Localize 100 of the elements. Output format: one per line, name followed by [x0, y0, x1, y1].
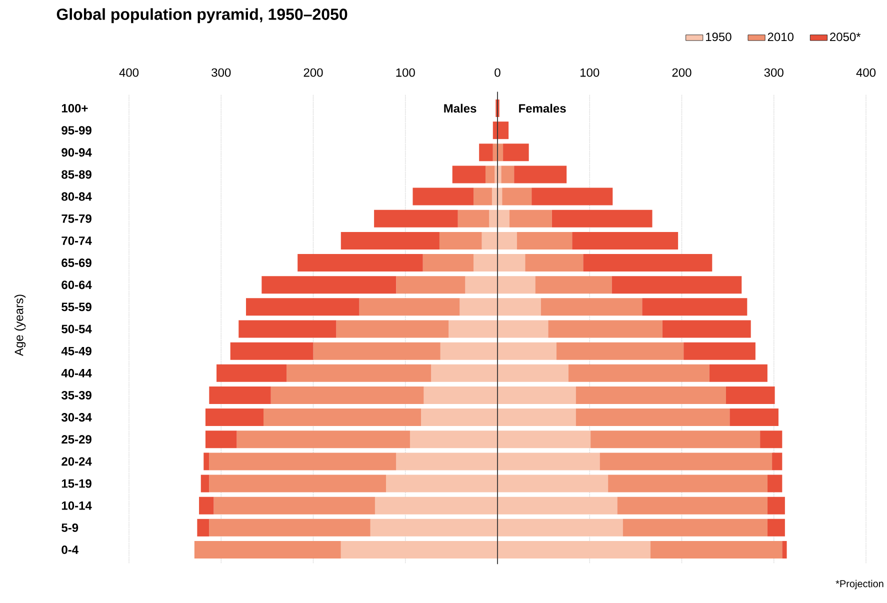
- bar: [264, 408, 422, 426]
- bar: [576, 386, 726, 404]
- bar: [642, 298, 748, 316]
- bar: [286, 364, 432, 382]
- annotation: Males: [444, 104, 476, 113]
- y-tick-label: 75-79: [62, 214, 92, 223]
- bar: [617, 496, 768, 514]
- bar: [214, 496, 375, 514]
- x-tick-label: 300: [764, 68, 784, 77]
- bar: [396, 276, 466, 294]
- bar: [452, 166, 486, 184]
- x-tick-label: 0: [494, 68, 500, 77]
- bar: [199, 496, 214, 514]
- y-tick-label: 20-24: [62, 457, 92, 466]
- bar: [502, 188, 532, 206]
- y-tick-label: 95-99: [62, 126, 92, 135]
- x-tick-label: 200: [672, 68, 692, 77]
- bar: [336, 320, 449, 338]
- y-tick-label: 40-44: [61, 368, 92, 378]
- bar: [767, 518, 785, 536]
- bar: [726, 386, 775, 404]
- bar: [576, 408, 730, 426]
- y-tick-label: 25-29: [62, 435, 92, 444]
- bar: [767, 474, 782, 492]
- y-tick-label: 55-59: [62, 302, 92, 312]
- y-tick-label: 50-54: [62, 324, 92, 334]
- bar: [767, 496, 785, 514]
- bar: [516, 232, 572, 250]
- bar: [525, 254, 584, 272]
- y-tick-label: 35-39: [61, 390, 92, 400]
- bar: [568, 364, 710, 382]
- bar: [209, 452, 396, 470]
- bar: [216, 364, 287, 382]
- bar: [230, 342, 314, 360]
- bar: [509, 210, 552, 228]
- bar: [540, 298, 642, 316]
- bar: [684, 342, 756, 360]
- bar: [552, 210, 652, 228]
- text: *Projection: [836, 580, 884, 590]
- bar: [374, 210, 458, 228]
- y-tick-label: 5-9: [62, 523, 78, 532]
- bar: [622, 518, 768, 536]
- bar: [340, 232, 440, 250]
- bar: [359, 298, 460, 316]
- bar: [200, 474, 210, 492]
- bar: [439, 232, 482, 250]
- y-tick-label: 10-14: [62, 501, 92, 510]
- legend-label: 2010: [768, 32, 794, 42]
- x-tick-label: 200: [304, 68, 323, 77]
- bar: [412, 188, 474, 206]
- y-tick-label: 30-34: [61, 413, 92, 422]
- x-tick-label: 300: [212, 68, 231, 77]
- bar: [205, 408, 264, 426]
- bar: [262, 276, 396, 294]
- bar: [238, 320, 336, 338]
- bar: [709, 364, 768, 382]
- bar: [236, 430, 410, 448]
- legend-label: 2050*: [830, 32, 861, 42]
- bar: [583, 254, 712, 272]
- bar: [501, 166, 514, 184]
- bar: [313, 342, 440, 360]
- y-tick-label: 65-69: [62, 258, 92, 268]
- bar: [474, 188, 492, 206]
- bar: [458, 210, 490, 228]
- bar: [772, 452, 782, 470]
- bar: [246, 298, 360, 316]
- x-tick-label: 400: [119, 68, 139, 77]
- bar: [194, 541, 341, 559]
- annotation: Females: [519, 104, 566, 113]
- bar: [270, 386, 424, 404]
- x-tick-label: 100: [580, 68, 600, 77]
- bar: [535, 276, 612, 294]
- bar: [514, 166, 567, 184]
- legend-label: 1950: [706, 32, 732, 42]
- y-tick-label: 45-49: [61, 346, 92, 356]
- x-tick-label: 400: [856, 68, 876, 77]
- bar: [209, 474, 386, 492]
- bar: [209, 518, 370, 536]
- y-tick-label: 0-4: [62, 546, 78, 554]
- bar: [612, 276, 742, 294]
- y-axis-title: Age (years): [14, 294, 26, 356]
- y-tick-label: 100+: [62, 104, 88, 112]
- bar: [760, 430, 782, 448]
- y-tick-label: 90-94: [62, 148, 92, 157]
- bar: [209, 386, 271, 404]
- bar: [422, 254, 474, 272]
- bar: [730, 408, 778, 426]
- y-tick-label: 85-89: [62, 170, 92, 179]
- y-tick-label: 15-19: [62, 479, 92, 488]
- bar: [650, 541, 782, 559]
- chart-title: Global population pyramid, 1950–2050: [56, 8, 348, 24]
- bar: [548, 320, 662, 338]
- bar: [205, 430, 237, 448]
- bar: [532, 188, 613, 206]
- bar: [298, 254, 423, 272]
- bar: [572, 232, 678, 250]
- bar: [492, 188, 498, 206]
- bar: [556, 342, 684, 360]
- bar: [204, 452, 210, 470]
- y-tick-label: 80-84: [62, 192, 92, 201]
